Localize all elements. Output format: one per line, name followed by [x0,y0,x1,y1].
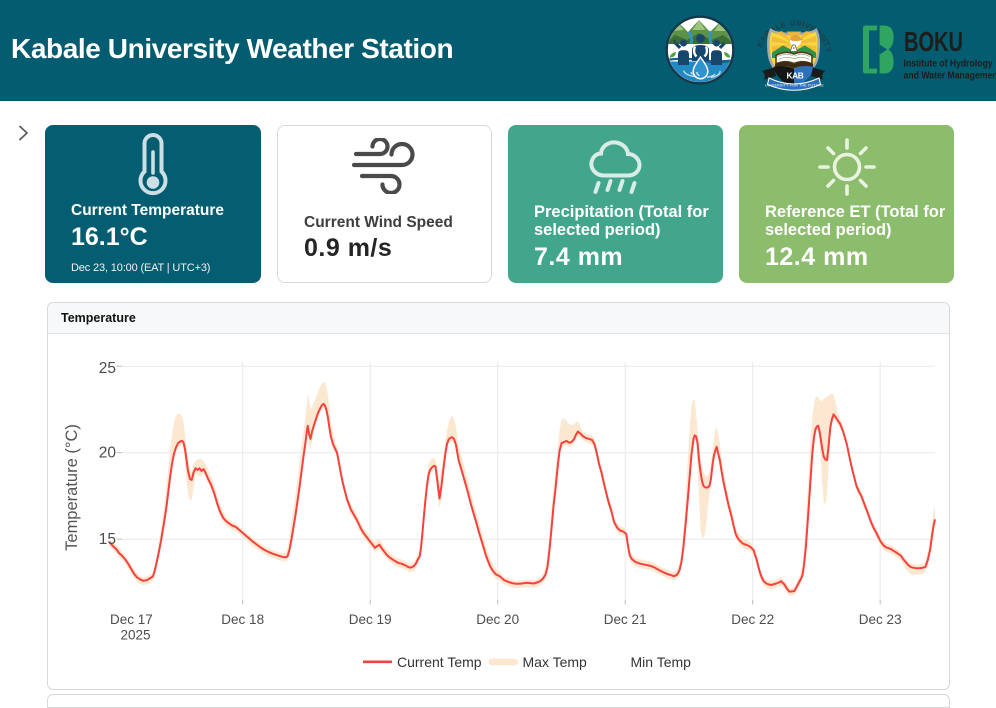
svg-text:Dec 18: Dec 18 [221,612,264,627]
svg-text:2025: 2025 [121,628,151,643]
svg-text:Dec 22: Dec 22 [731,612,774,627]
svg-text:15: 15 [99,531,116,548]
svg-text:Max Temp: Max Temp [523,654,588,670]
svg-text:25: 25 [99,360,116,377]
svg-text:Current Temp: Current Temp [397,654,482,670]
svg-text:Dec 17: Dec 17 [110,612,153,627]
svg-text:Dec 23: Dec 23 [859,612,902,627]
svg-text:Dec 19: Dec 19 [349,612,392,627]
svg-text:Temperature (°C): Temperature (°C) [63,424,81,551]
svg-text:Dec 21: Dec 21 [604,612,647,627]
svg-text:20: 20 [99,445,117,462]
svg-text:Dec 20: Dec 20 [476,612,519,627]
svg-text:Min Temp: Min Temp [631,654,692,670]
